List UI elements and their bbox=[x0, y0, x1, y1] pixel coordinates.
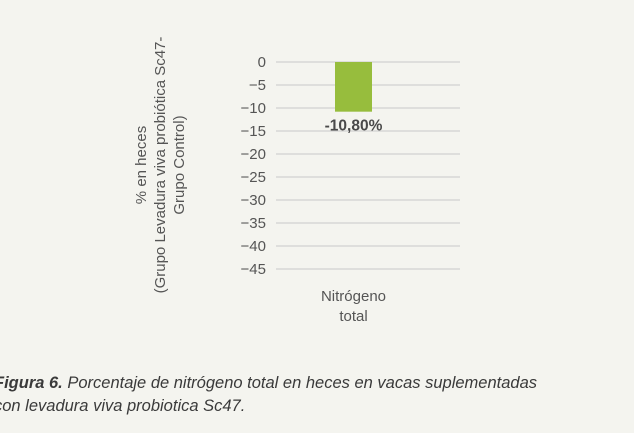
y-tick-label: 0 bbox=[258, 54, 266, 71]
x-axis-category-labels: Nitrógeno total bbox=[321, 288, 386, 325]
data-label: -10,80% bbox=[325, 118, 383, 135]
y-tick-label: −10 bbox=[241, 100, 266, 117]
y-axis-ticks: 0 −5 −10 −15 −20 −25 −30 −35 −40 −45 bbox=[241, 54, 266, 278]
y-axis-title-group: % en heces (Grupo Levadura viva probiótic… bbox=[133, 37, 188, 294]
y-tick-label: −40 bbox=[241, 238, 266, 255]
y-axis-title-line: Grupo Control) bbox=[171, 115, 188, 214]
data-labels: -10,80% bbox=[325, 118, 383, 135]
y-tick-label: −15 bbox=[241, 123, 266, 140]
category-label-line: total bbox=[339, 308, 367, 325]
bar-chart: 0 −5 −10 −15 −20 −25 −30 −35 −40 −45 -10,80% Nitr… bbox=[133, 37, 460, 325]
bar-1 bbox=[335, 62, 372, 112]
caption-line-1: Figura 6. Porcentaje de nitrógeno total … bbox=[0, 372, 634, 395]
caption-text-1: Porcentaje de nitrógeno total en heces e… bbox=[62, 374, 537, 392]
category-label-line: Nitrógeno bbox=[321, 288, 386, 305]
caption-line-2: con levadura viva probiotica Sc47. bbox=[0, 397, 246, 415]
bars bbox=[335, 62, 372, 112]
y-axis-title-line: (Grupo Levadura viva probiótica Sc47- bbox=[152, 37, 169, 294]
y-tick-label: −30 bbox=[241, 192, 266, 209]
y-tick-label: −35 bbox=[241, 215, 266, 232]
y-tick-label: −5 bbox=[249, 77, 266, 94]
y-tick-label: −20 bbox=[241, 146, 266, 163]
figure-caption: Figura 6. Porcentaje de nitrógeno total … bbox=[0, 372, 634, 418]
y-tick-label: −45 bbox=[241, 261, 266, 278]
caption-figure-label: Figura 6. bbox=[0, 374, 63, 392]
gridlines bbox=[276, 61, 460, 270]
y-tick-label: −25 bbox=[241, 169, 266, 186]
y-axis-title-line: % en heces bbox=[133, 126, 150, 204]
y-axis-title: % en heces (Grupo Levadura viva probiótic… bbox=[133, 37, 188, 294]
